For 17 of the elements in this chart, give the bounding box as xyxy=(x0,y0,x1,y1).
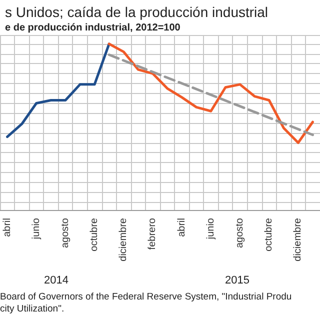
text: Board of Governors of the Federal Reserve System, "Industrial Produ xyxy=(0,292,292,302)
x-tick-label: abril xyxy=(176,218,188,237)
chart-subtitle: e de producción industrial, 2012=100 xyxy=(5,22,181,34)
x-tick-label: abril xyxy=(2,218,13,237)
x-tick-label: agosto xyxy=(60,218,71,248)
x-tick-label: junio xyxy=(205,218,216,240)
x-tick-label: octubre xyxy=(264,218,275,252)
text: 2015 xyxy=(225,274,250,286)
x-tick-label: febrero xyxy=(147,218,158,250)
x-tick-label: agosto xyxy=(234,218,246,248)
text: 2014 xyxy=(44,274,68,286)
x-tick-label: diciembre xyxy=(118,218,130,262)
chart-title: s Unidos; caída de la producción industrial xyxy=(5,4,268,20)
x-tick-label: junio xyxy=(30,218,42,240)
text: city Utilization". xyxy=(0,304,64,314)
x-tick-label: octubre xyxy=(89,218,100,252)
x-tick-label: diciembre xyxy=(292,218,304,262)
